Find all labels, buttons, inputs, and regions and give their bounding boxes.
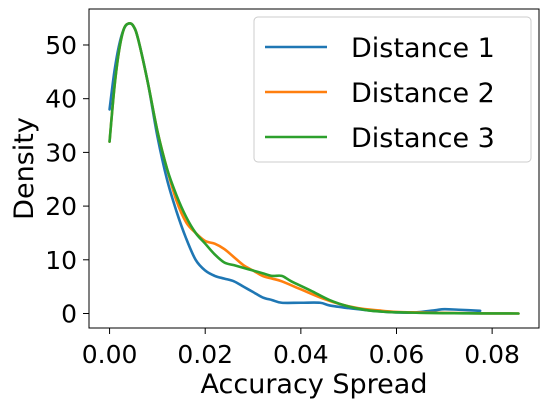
plot-frame: [88, 8, 540, 329]
y-tick-label: 10: [45, 246, 77, 275]
x-tick-label: 0.08: [464, 340, 520, 369]
legend-frame: [253, 16, 532, 163]
y-axis: 0 10 20 30 40 50: [45, 31, 89, 329]
series-line-3: [108, 22, 520, 315]
y-tick-label: 40: [45, 85, 77, 114]
y-tick-label: 20: [45, 192, 77, 221]
legend-label-2: Distance 2: [351, 78, 495, 109]
y-tick-label: 50: [45, 31, 77, 60]
x-tick-label: 0.02: [177, 340, 233, 369]
x-tick-label: 0.00: [82, 340, 138, 369]
y-tick-label: 30: [45, 138, 77, 167]
x-axis: 0.00 0.02 0.04 0.06 0.08: [82, 328, 520, 369]
legend: Distance 1 Distance 2 Distance 3: [253, 16, 532, 163]
x-tick-label: 0.04: [273, 340, 329, 369]
y-axis-label: Density: [9, 117, 40, 220]
x-axis-label: Accuracy Spread: [201, 369, 428, 400]
series-layer: [108, 22, 520, 315]
legend-label-3: Distance 3: [351, 123, 495, 154]
x-tick-label: 0.06: [369, 340, 425, 369]
legend-label-1: Distance 1: [351, 33, 495, 64]
y-tick-label: 0: [61, 300, 77, 329]
